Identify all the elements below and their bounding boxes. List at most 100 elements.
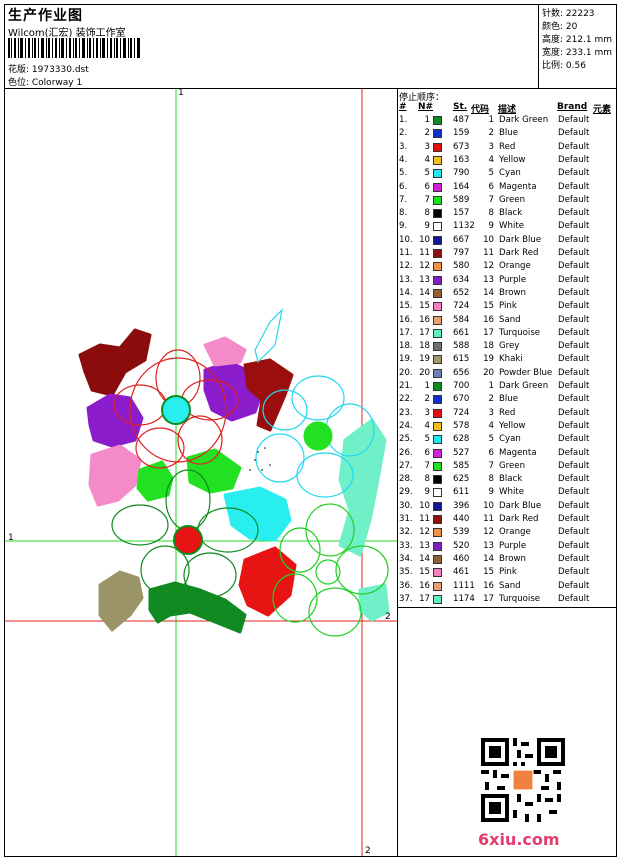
row-description: Dark Blue <box>499 234 542 245</box>
row-code: 5 <box>488 434 494 445</box>
row-description: Dark Blue <box>499 500 542 511</box>
row-description: Black <box>499 474 523 485</box>
guide-label-top: 1 <box>178 88 184 98</box>
row-needle: 11 <box>419 248 430 258</box>
row-index: 14. <box>399 287 413 298</box>
row-stitches: 578 <box>453 420 470 431</box>
barcode <box>8 38 140 58</box>
row-needle: 8 <box>424 208 430 219</box>
row-brand: Default <box>558 181 590 192</box>
color-swatch <box>433 515 442 524</box>
row-description: White <box>499 221 524 232</box>
row-stitches: 724 <box>453 407 470 418</box>
color-swatch <box>433 209 442 219</box>
row-index: 25. <box>399 434 413 445</box>
motif-pink-left <box>88 444 142 507</box>
table-row: 15. 15 724 15 Pink Default <box>0 300 620 313</box>
motif-green-mid <box>186 448 242 494</box>
center-green-outline <box>315 559 341 585</box>
row-brand: Default <box>558 474 590 485</box>
row-needle: 17 <box>419 593 430 604</box>
row-stitches: 440 <box>453 514 470 524</box>
row-needle: 5 <box>424 434 430 445</box>
row-code: 14 <box>483 287 494 298</box>
row-index: 3. <box>399 141 408 152</box>
color-swatch <box>433 554 442 564</box>
table-row: 8. 8 157 8 Black Default <box>0 207 620 220</box>
row-description: Orange <box>499 261 531 272</box>
color-swatch <box>433 368 442 378</box>
row-description: Turquoise <box>499 327 541 338</box>
row-code: 12 <box>483 527 494 538</box>
row-index: 12. <box>399 261 413 272</box>
row-needle: 14 <box>419 287 430 298</box>
table-row: 12. 12 580 12 Orange Default <box>0 260 620 273</box>
table-row: 11. 11 797 11 Dark Red Default <box>0 247 620 260</box>
row-code: 2 <box>488 394 494 405</box>
table-row: 37. 17 1174 17 Turquoise Default <box>0 593 620 606</box>
row-brand: Default <box>558 341 590 352</box>
row-brand: Default <box>558 447 590 458</box>
row-needle: 15 <box>419 301 430 312</box>
color-swatch <box>433 315 442 325</box>
row-brand: Default <box>558 248 590 258</box>
col-header-description: 描述 <box>498 105 517 115</box>
row-needle: 12 <box>419 527 430 538</box>
row-brand: Default <box>558 274 590 285</box>
row-code: 13 <box>483 540 494 551</box>
row-index: 22. <box>399 394 413 405</box>
table-row: 24. 4 578 4 Yellow Default <box>0 420 620 433</box>
color-swatch <box>433 142 442 152</box>
row-code: 10 <box>483 500 494 511</box>
table-row: 35. 15 461 15 Pink Default <box>0 566 620 579</box>
row-stitches: 1174 <box>453 593 475 604</box>
stop-sequence-title: 停止顺序： <box>399 93 445 103</box>
table-row: 9. 9 1132 9 White Default <box>0 220 620 233</box>
motif-darkred-topleft <box>78 328 152 397</box>
row-brand: Default <box>558 487 590 498</box>
stitch-count: 针数: 22223 <box>542 9 595 19</box>
table-row: 13. 13 634 13 Purple Default <box>0 274 620 287</box>
row-code: 13 <box>483 274 494 285</box>
color-swatch <box>433 408 442 418</box>
design-width: 宽度: 233.1 mm <box>542 48 613 58</box>
flower-green-outline <box>272 503 389 637</box>
motif-turquoise-right <box>338 418 387 557</box>
row-stitches: 667 <box>453 234 470 245</box>
row-brand: Default <box>558 527 590 538</box>
color-swatch <box>433 155 442 165</box>
row-stitches: 1111 <box>453 580 475 591</box>
design-height: 高度: 212.1 mm <box>542 35 613 45</box>
color-swatch <box>433 302 442 312</box>
row-description: Dark Red <box>499 514 539 524</box>
row-brand: Default <box>558 194 590 205</box>
row-needle: 10 <box>419 500 430 511</box>
table-row: 29. 9 611 9 White Default <box>0 486 620 499</box>
row-brand: Default <box>558 580 590 591</box>
row-description: Green <box>499 460 526 471</box>
row-stitches: 460 <box>453 553 470 564</box>
row-description: Pink <box>499 567 517 578</box>
row-needle: 4 <box>424 154 430 165</box>
row-code: 20 <box>483 367 494 378</box>
color-swatch <box>433 129 442 139</box>
row-code: 14 <box>483 553 494 564</box>
row-stitches: 673 <box>453 141 470 152</box>
row-code: 1 <box>488 381 494 391</box>
row-stitches: 539 <box>453 527 470 538</box>
row-description: Turquoise <box>499 593 541 604</box>
row-brand: Default <box>558 234 590 245</box>
col-header-needle: N# <box>418 102 434 112</box>
row-index: 9. <box>399 221 408 232</box>
table-row: 23. 3 724 3 Red Default <box>0 407 620 420</box>
row-needle: 13 <box>419 540 430 551</box>
table-row: 10. 10 667 10 Dark Blue Default <box>0 234 620 247</box>
color-swatch <box>433 475 442 485</box>
row-index: 10. <box>399 234 413 245</box>
design-scale: 比例: 0.56 <box>542 61 586 71</box>
row-needle: 15 <box>419 567 430 578</box>
table-row: 36. 16 1111 16 Sand Default <box>0 580 620 593</box>
color-swatch <box>433 262 442 272</box>
row-index: 29. <box>399 487 413 498</box>
row-stitches: 159 <box>453 128 470 139</box>
